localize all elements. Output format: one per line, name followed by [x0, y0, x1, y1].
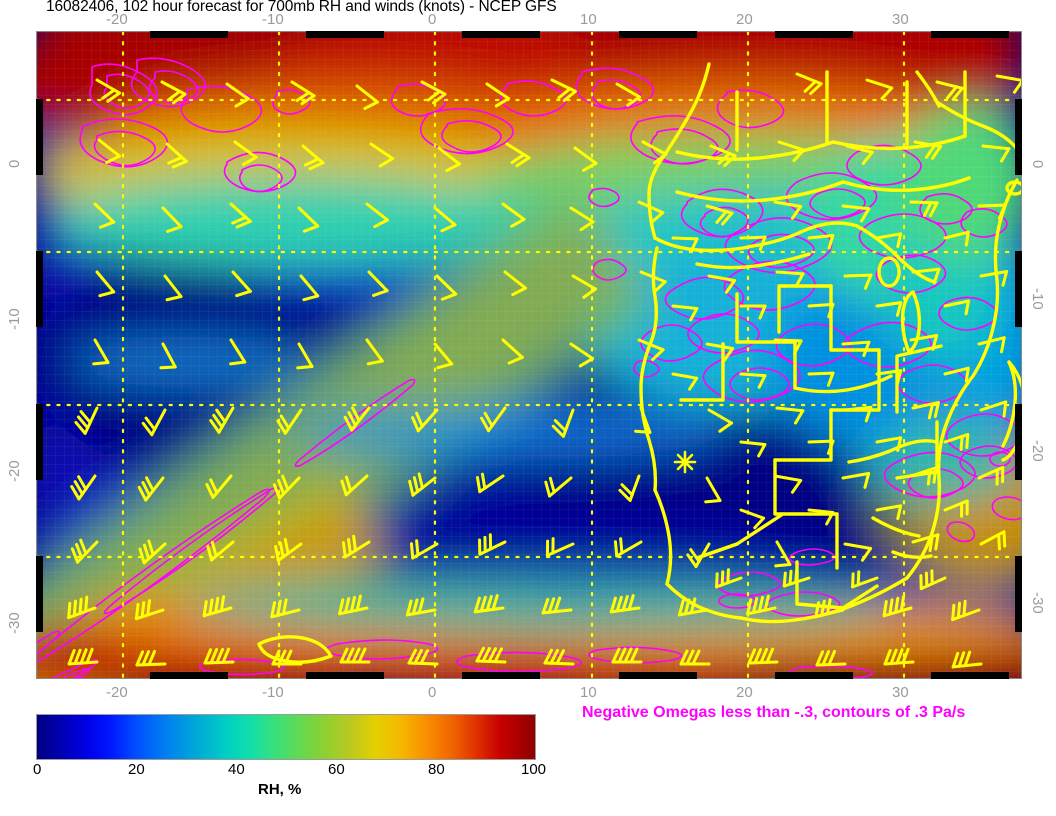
y-tick-right-2: -20 [1029, 440, 1046, 462]
rh-colorbar-label: RH, % [258, 781, 302, 798]
x-tick-top-5: 30 [892, 11, 909, 28]
cbar-tick-1: 20 [128, 761, 145, 778]
x-tick-bottom-1: -10 [262, 684, 284, 701]
y-tick-left-1: -10 [6, 308, 23, 330]
omega-legend-note: Negative Omegas less than -.3, contours … [582, 704, 966, 721]
x-tick-top-1: -10 [262, 11, 284, 28]
x-tick-top-0: -20 [106, 11, 128, 28]
x-tick-top-2: 0 [428, 11, 437, 28]
map-plot[interactable] [36, 31, 1022, 679]
y-tick-right-3: -30 [1029, 592, 1046, 614]
cbar-tick-5: 100 [521, 761, 547, 778]
y-tick-right-0: 0 [1029, 160, 1046, 169]
map-canvas[interactable] [37, 32, 1021, 678]
cbar-tick-4: 80 [428, 761, 445, 778]
cbar-tick-3: 60 [328, 761, 345, 778]
x-tick-bottom-2: 0 [428, 684, 437, 701]
x-tick-bottom-4: 20 [736, 684, 753, 701]
omega-contours [37, 57, 1021, 678]
y-tick-left-0: 0 [6, 159, 23, 168]
cbar-tick-2: 40 [228, 761, 245, 778]
x-tick-top-4: 20 [736, 11, 753, 28]
cbar-tick-0: 0 [33, 761, 42, 778]
rh-colorbar[interactable] [36, 714, 536, 760]
x-tick-bottom-5: 30 [892, 684, 909, 701]
x-tick-top-3: 10 [580, 11, 597, 28]
rh-wind-omega-field [37, 32, 1021, 678]
x-tick-bottom-0: -20 [106, 684, 128, 701]
lat-lon-gridlines [37, 32, 1021, 678]
wind-barbs [67, 72, 1021, 669]
x-tick-bottom-3: 10 [580, 684, 597, 701]
y-tick-right-1: -10 [1029, 288, 1046, 310]
page-title: 16082406, 102 hour forecast for 700mb RH… [46, 0, 557, 15]
y-tick-left-2: -20 [6, 460, 23, 482]
y-tick-left-3: -30 [6, 612, 23, 634]
